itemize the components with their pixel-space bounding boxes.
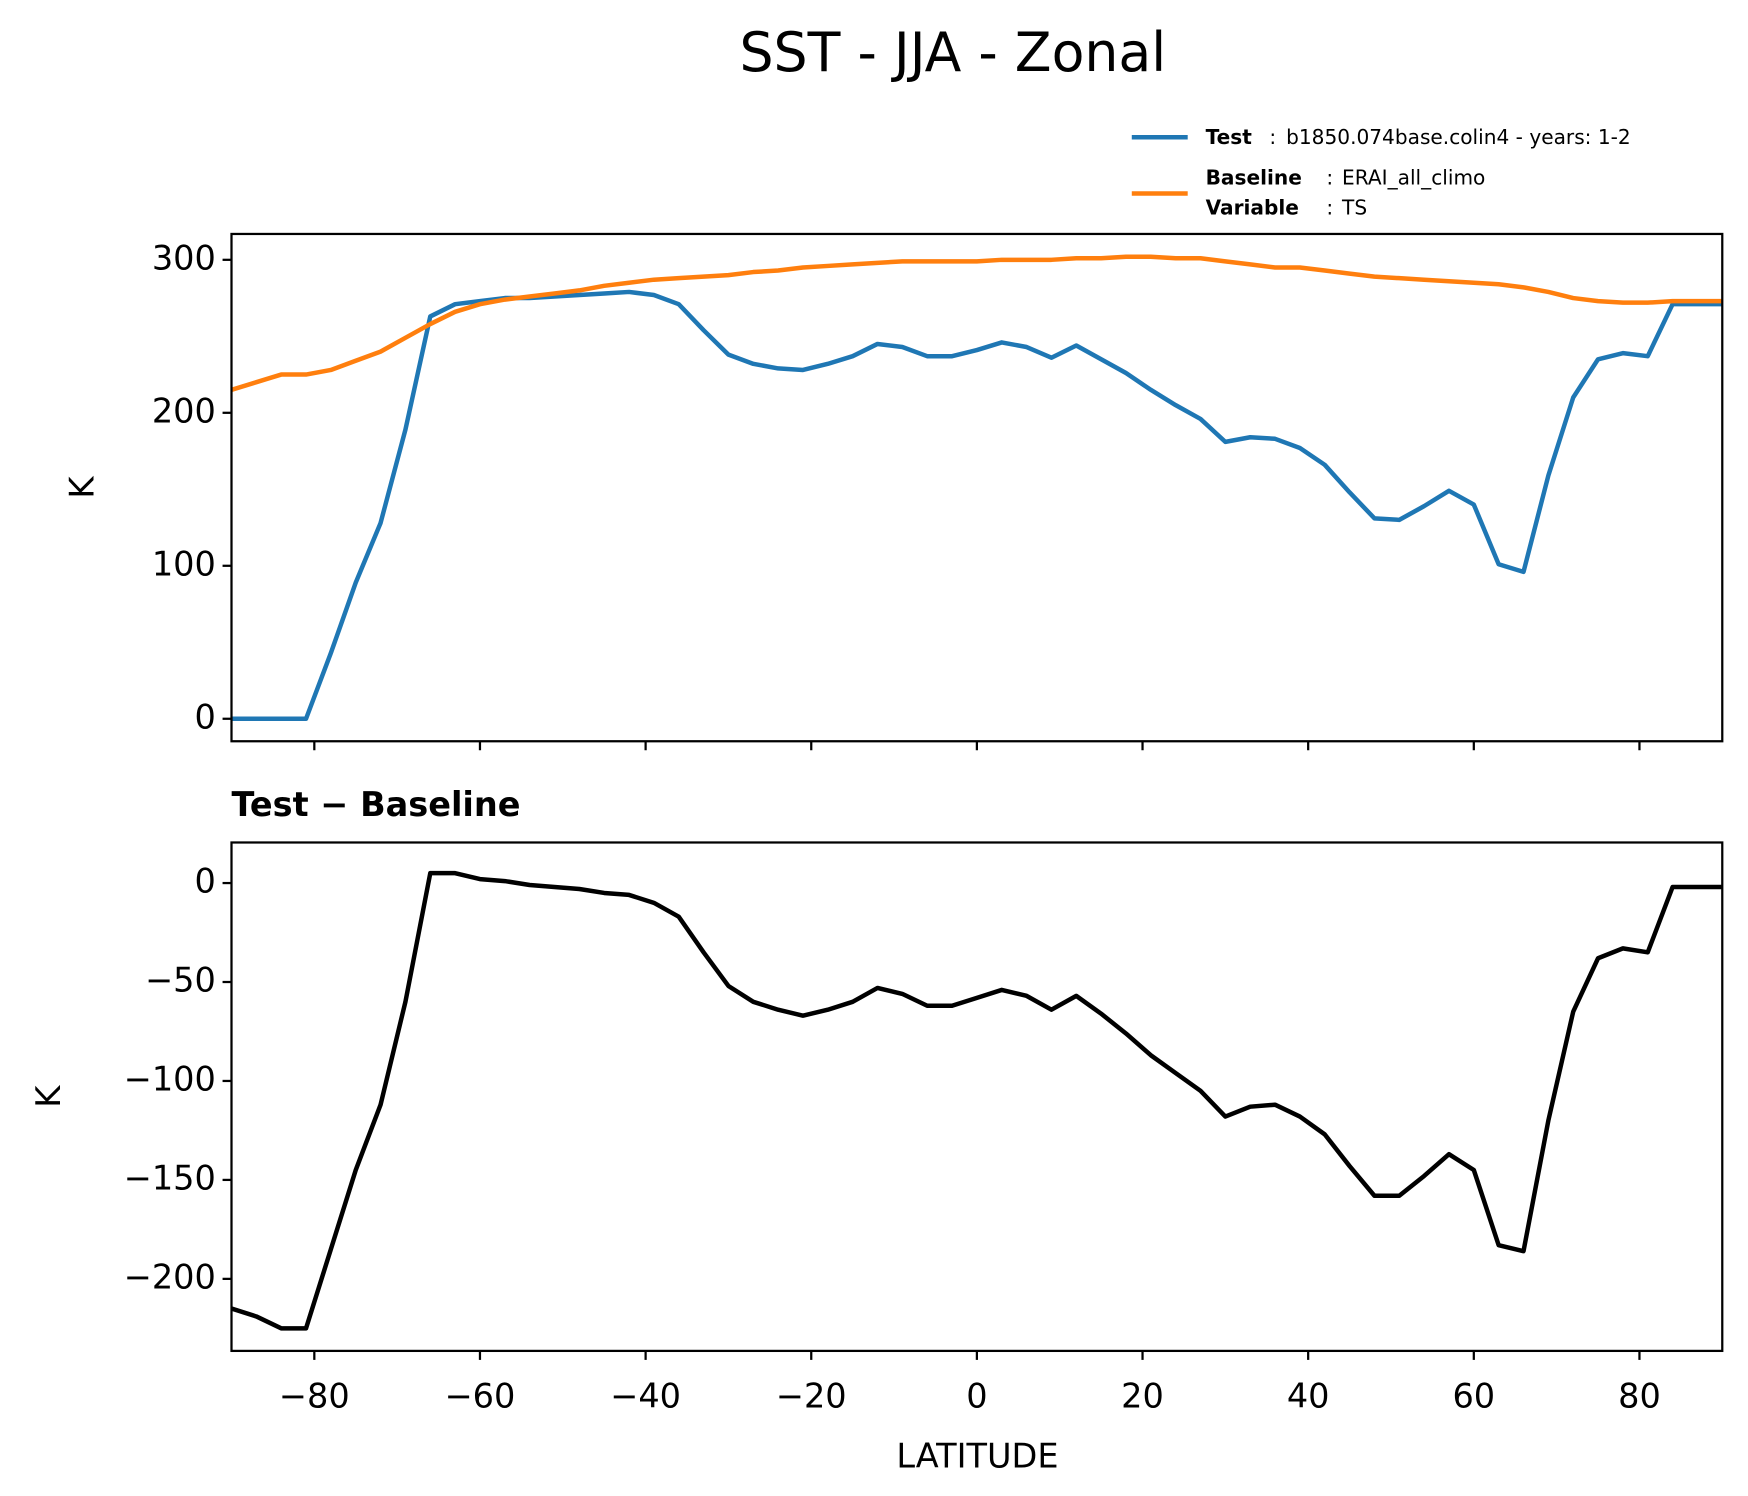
x-tick-label: −60: [445, 1377, 516, 1416]
axes-frame: [230, 232, 1724, 743]
y-tick-label: 100: [152, 544, 216, 583]
line-series: [231, 870, 1723, 1331]
x-tick-label: 80: [1618, 1377, 1661, 1416]
x-tick-label: 20: [1121, 1377, 1164, 1416]
line-series: [231, 289, 1723, 722]
y-tick-label: −100: [124, 1059, 216, 1098]
x-tick-label: 60: [1452, 1377, 1495, 1416]
legend-name: Baseline: [1206, 165, 1302, 189]
y-tick-label: 0: [194, 697, 215, 736]
x-tick-label: −20: [776, 1377, 847, 1416]
legend-label: TS: [1341, 196, 1367, 220]
y-tick-label: 0: [194, 861, 215, 900]
y-axis-label: K: [62, 476, 101, 499]
legend: Test : b1850.074base.colin4 - years: 1-2…: [1206, 125, 1631, 220]
subplot-title: Test − Baseline: [232, 785, 521, 824]
legend-sep: :: [1326, 165, 1333, 189]
legend-name: Test: [1206, 125, 1253, 149]
x-tick-label: −40: [610, 1377, 681, 1416]
x-axis-label: LATITUDE: [896, 1436, 1058, 1475]
legend-label: b1850.074base.colin4 - years: 1-2: [1286, 125, 1631, 149]
y-axis-label: K: [29, 1085, 68, 1108]
y-tick-label: 200: [152, 391, 216, 430]
y-tick-label: −50: [145, 960, 216, 999]
x-tick-label: −80: [279, 1377, 350, 1416]
y-tick-label: −200: [124, 1257, 216, 1296]
x-tick-label: 0: [966, 1377, 987, 1416]
chart-title: SST - JJA - Zonal: [739, 21, 1166, 84]
y-tick-label: 300: [152, 238, 216, 277]
legend-label: ERAI_all_climo: [1342, 165, 1485, 189]
line-series: [231, 254, 1723, 393]
axes-frame: [230, 841, 1724, 1353]
legend-sep: :: [1326, 196, 1333, 220]
x-tick-label: 40: [1287, 1377, 1330, 1416]
legend-name: Variable: [1206, 196, 1299, 220]
legend-sep: :: [1269, 125, 1276, 149]
y-tick-label: −150: [124, 1158, 216, 1197]
